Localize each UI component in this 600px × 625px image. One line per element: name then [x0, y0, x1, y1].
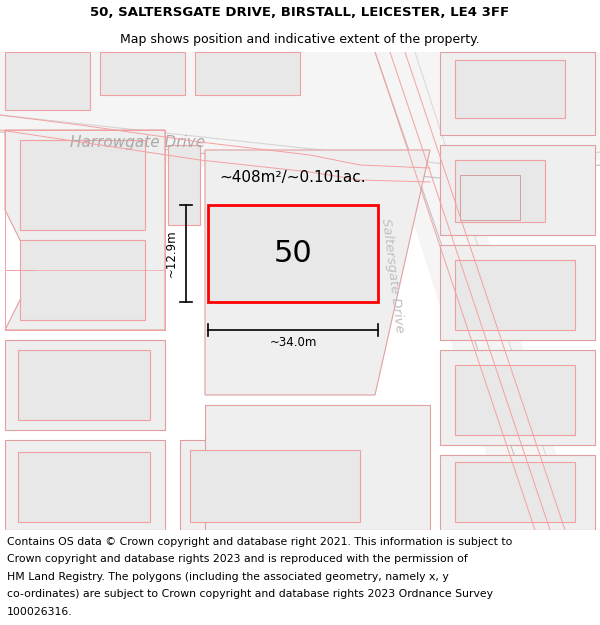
Text: 100026316.: 100026316.: [7, 607, 73, 617]
Polygon shape: [5, 130, 165, 330]
Polygon shape: [205, 150, 430, 395]
Polygon shape: [168, 145, 200, 225]
Polygon shape: [190, 450, 360, 522]
Text: ~12.9m: ~12.9m: [165, 230, 178, 278]
Polygon shape: [0, 52, 600, 180]
Polygon shape: [100, 52, 185, 95]
Polygon shape: [205, 405, 430, 530]
Polygon shape: [455, 160, 545, 222]
Polygon shape: [455, 60, 565, 118]
Polygon shape: [440, 52, 595, 135]
Bar: [208, 205, 378, 302]
Polygon shape: [440, 455, 595, 530]
Text: Saltersgate Drive: Saltersgate Drive: [379, 217, 406, 333]
Text: ~408m²/~0.101ac.: ~408m²/~0.101ac.: [220, 170, 367, 185]
Polygon shape: [195, 52, 300, 95]
Text: ~34.0m: ~34.0m: [269, 336, 317, 349]
Polygon shape: [460, 175, 520, 220]
Text: co-ordinates) are subject to Crown copyright and database rights 2023 Ordnance S: co-ordinates) are subject to Crown copyr…: [7, 589, 493, 599]
Polygon shape: [455, 365, 575, 435]
Polygon shape: [20, 140, 145, 230]
Polygon shape: [180, 440, 370, 530]
Text: Contains OS data © Crown copyright and database right 2021. This information is : Contains OS data © Crown copyright and d…: [7, 537, 512, 547]
Polygon shape: [5, 340, 165, 430]
Text: 50, SALTERSGATE DRIVE, BIRSTALL, LEICESTER, LE4 3FF: 50, SALTERSGATE DRIVE, BIRSTALL, LEICEST…: [91, 6, 509, 19]
Polygon shape: [5, 52, 90, 110]
Polygon shape: [455, 462, 575, 522]
Polygon shape: [18, 452, 150, 522]
Polygon shape: [20, 240, 145, 320]
Polygon shape: [360, 52, 580, 530]
Text: 50: 50: [274, 239, 313, 268]
Polygon shape: [440, 350, 595, 445]
Polygon shape: [18, 350, 150, 420]
Text: Map shows position and indicative extent of the property.: Map shows position and indicative extent…: [120, 32, 480, 46]
Text: Harrowgate Drive: Harrowgate Drive: [70, 134, 205, 149]
Polygon shape: [455, 260, 575, 330]
Text: Crown copyright and database rights 2023 and is reproduced with the permission o: Crown copyright and database rights 2023…: [7, 554, 468, 564]
Text: HM Land Registry. The polygons (including the associated geometry, namely x, y: HM Land Registry. The polygons (includin…: [7, 572, 449, 582]
Polygon shape: [440, 145, 595, 235]
Polygon shape: [440, 245, 595, 340]
Polygon shape: [5, 440, 165, 530]
